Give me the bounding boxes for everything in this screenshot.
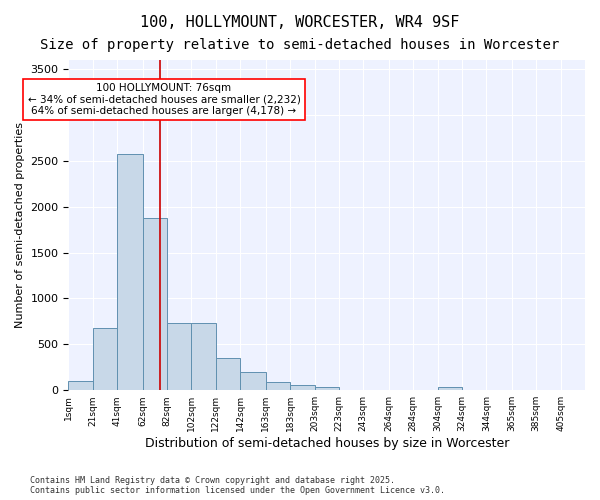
X-axis label: Distribution of semi-detached houses by size in Worcester: Distribution of semi-detached houses by … bbox=[145, 437, 509, 450]
Y-axis label: Number of semi-detached properties: Number of semi-detached properties bbox=[15, 122, 25, 328]
Bar bbox=[143, 218, 167, 390]
Bar bbox=[93, 328, 117, 390]
Bar bbox=[216, 358, 240, 390]
Bar bbox=[437, 386, 462, 390]
Text: 100, HOLLYMOUNT, WORCESTER, WR4 9SF: 100, HOLLYMOUNT, WORCESTER, WR4 9SF bbox=[140, 15, 460, 30]
Text: Contains HM Land Registry data © Crown copyright and database right 2025.
Contai: Contains HM Land Registry data © Crown c… bbox=[30, 476, 445, 495]
Bar bbox=[117, 154, 143, 390]
Bar bbox=[167, 323, 191, 390]
Bar bbox=[266, 382, 290, 390]
Bar bbox=[290, 384, 314, 390]
Bar bbox=[314, 388, 339, 390]
Text: Size of property relative to semi-detached houses in Worcester: Size of property relative to semi-detach… bbox=[40, 38, 560, 52]
Bar bbox=[240, 372, 266, 390]
Bar bbox=[191, 323, 216, 390]
Text: 100 HOLLYMOUNT: 76sqm
← 34% of semi-detached houses are smaller (2,232)
64% of s: 100 HOLLYMOUNT: 76sqm ← 34% of semi-deta… bbox=[28, 83, 301, 116]
Bar bbox=[68, 381, 93, 390]
